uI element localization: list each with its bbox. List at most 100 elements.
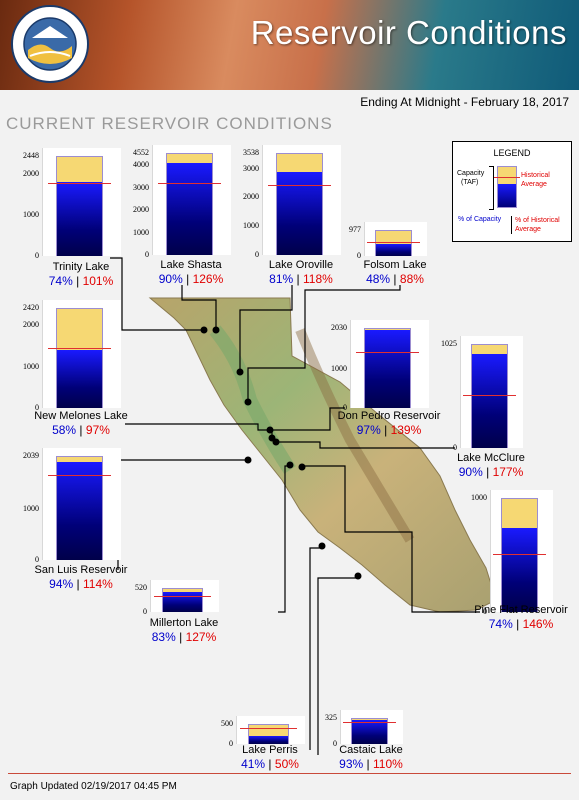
axis-tick-label: 3000: [243, 163, 259, 173]
historical-average-line: [356, 352, 419, 353]
axis-tick-label: 0: [343, 403, 347, 412]
pct-historical: 97%: [85, 423, 110, 437]
axis-tick-label: 2000: [23, 320, 39, 330]
axis-tick-label: 2000: [243, 192, 259, 202]
section-title: CURRENT RESERVOIR CONDITIONS: [6, 114, 333, 133]
reservoir-percentages: 97% | 139%: [320, 423, 458, 437]
reservoir-percentages: 83% | 127%: [120, 630, 248, 644]
current-storage-bar: [57, 350, 102, 408]
historical-average-line: [367, 241, 420, 243]
pct-capacity: 81%: [269, 272, 294, 286]
axis-tick-label: 500: [221, 719, 233, 728]
current-storage-bar: [167, 163, 212, 255]
reservoir-name: Castaic Lake: [339, 744, 403, 756]
axis-tick-label: 0: [145, 250, 149, 259]
reservoir-name: Lake Shasta: [160, 259, 222, 271]
separator: |: [482, 465, 493, 479]
reservoir-percentages: 74% | 146%: [460, 617, 579, 631]
reservoir-name: Pine Flat Reservoir: [474, 604, 568, 616]
reservoir-name: Trinity Lake: [52, 261, 110, 273]
pct-historical: 110%: [373, 757, 403, 771]
current-storage-bar: [376, 244, 411, 256]
axis-tick-label: 1000: [133, 227, 149, 237]
axis-tick-label: 2000: [133, 205, 149, 215]
reservoir-name: Don Pedro Reservoir: [337, 410, 441, 422]
legend-capacity-bracket: [489, 166, 494, 210]
current-storage-bar: [502, 528, 537, 612]
footer-divider: [8, 773, 571, 774]
pct-capacity: 94%: [49, 577, 74, 591]
axis-tick-label: 0: [35, 251, 39, 260]
pct-capacity: 48%: [366, 272, 391, 286]
axis-tick-label: 4552: [133, 148, 149, 157]
axis-tick-label: 0: [255, 250, 259, 259]
pct-historical: 118%: [303, 272, 333, 286]
pct-capacity: 74%: [488, 617, 513, 631]
pct-historical: 126%: [192, 272, 224, 286]
pct-historical: 50%: [274, 757, 299, 771]
historical-average-line: [268, 184, 331, 186]
separator: |: [72, 274, 83, 288]
historical-average-line: [463, 394, 516, 396]
axis-tick-label: 1000: [243, 221, 259, 231]
reservoir-name: Lake McClure: [457, 452, 525, 464]
reservoir-name: San Luis Reservoir: [34, 564, 128, 576]
historical-average-line: [48, 348, 111, 349]
separator: |: [512, 617, 523, 631]
legend-pct-hist-label: % of Historical Average: [511, 216, 573, 234]
reservoir-name: New Melones Lake: [34, 410, 128, 422]
current-storage-bar: [163, 592, 202, 612]
page-title: Reservoir Conditions: [250, 14, 567, 51]
reservoir-percentages: 90% | 126%: [122, 272, 260, 286]
pct-capacity: 90%: [158, 272, 183, 286]
historical-average-line: [48, 183, 111, 184]
reservoir-name: Lake Perris: [242, 744, 298, 756]
historical-average-line: [240, 727, 297, 729]
legend-current-bar: [498, 184, 516, 207]
pct-historical: 114%: [83, 577, 113, 591]
axis-tick-label: 3538: [243, 148, 259, 157]
ending-date: Ending At Midnight - February 18, 2017: [360, 95, 569, 109]
reservoir-percentages: 41% | 50%: [206, 757, 334, 771]
legend-pct-capacity-label: % of Capacity: [458, 216, 502, 223]
axis-tick-label: 2039: [23, 451, 39, 460]
current-storage-bar: [365, 330, 410, 408]
axis-tick-label: 0: [453, 443, 457, 452]
axis-tick-label: 0: [333, 739, 337, 748]
axis-tick-label: 0: [357, 251, 361, 260]
pct-capacity: 74%: [48, 274, 73, 288]
separator: |: [182, 272, 193, 286]
reservoir-percentages: 90% | 177%: [430, 465, 552, 479]
historical-average-line: [343, 721, 396, 723]
axis-tick-label: 0: [35, 403, 39, 412]
legend-hist-avg-label: Historical Average: [521, 172, 550, 188]
axis-tick-label: 2420: [23, 303, 39, 312]
legend-title: LEGEND: [493, 148, 531, 158]
legend-taf-label: (TAF): [461, 179, 479, 186]
separator: |: [293, 272, 303, 286]
header-banner: Reservoir Conditions: [0, 0, 579, 90]
pct-historical: 139%: [390, 423, 422, 437]
pct-capacity: 90%: [458, 465, 483, 479]
separator: |: [265, 757, 275, 771]
axis-tick-label: 2000: [23, 169, 39, 179]
reservoir-percentages: 81% | 118%: [232, 272, 370, 286]
axis-tick-label: 0: [35, 555, 39, 564]
pct-historical: 88%: [399, 272, 424, 286]
historical-average-line: [154, 596, 211, 598]
separator: |: [76, 423, 86, 437]
axis-tick-label: 1000: [471, 493, 487, 502]
pct-capacity: 83%: [151, 630, 176, 644]
pct-capacity: 97%: [356, 423, 381, 437]
current-storage-bar: [352, 720, 387, 744]
historical-average-line: [48, 474, 111, 476]
current-storage-bar: [57, 462, 102, 560]
legend-capacity-label: Capacity: [457, 170, 485, 177]
axis-tick-label: 1000: [23, 210, 39, 220]
separator: |: [175, 630, 186, 644]
reservoir-name: Lake Oroville: [268, 259, 334, 271]
current-storage-bar: [277, 172, 322, 255]
axis-tick-label: 3000: [133, 182, 149, 192]
reservoir-percentages: 58% | 97%: [12, 423, 150, 437]
